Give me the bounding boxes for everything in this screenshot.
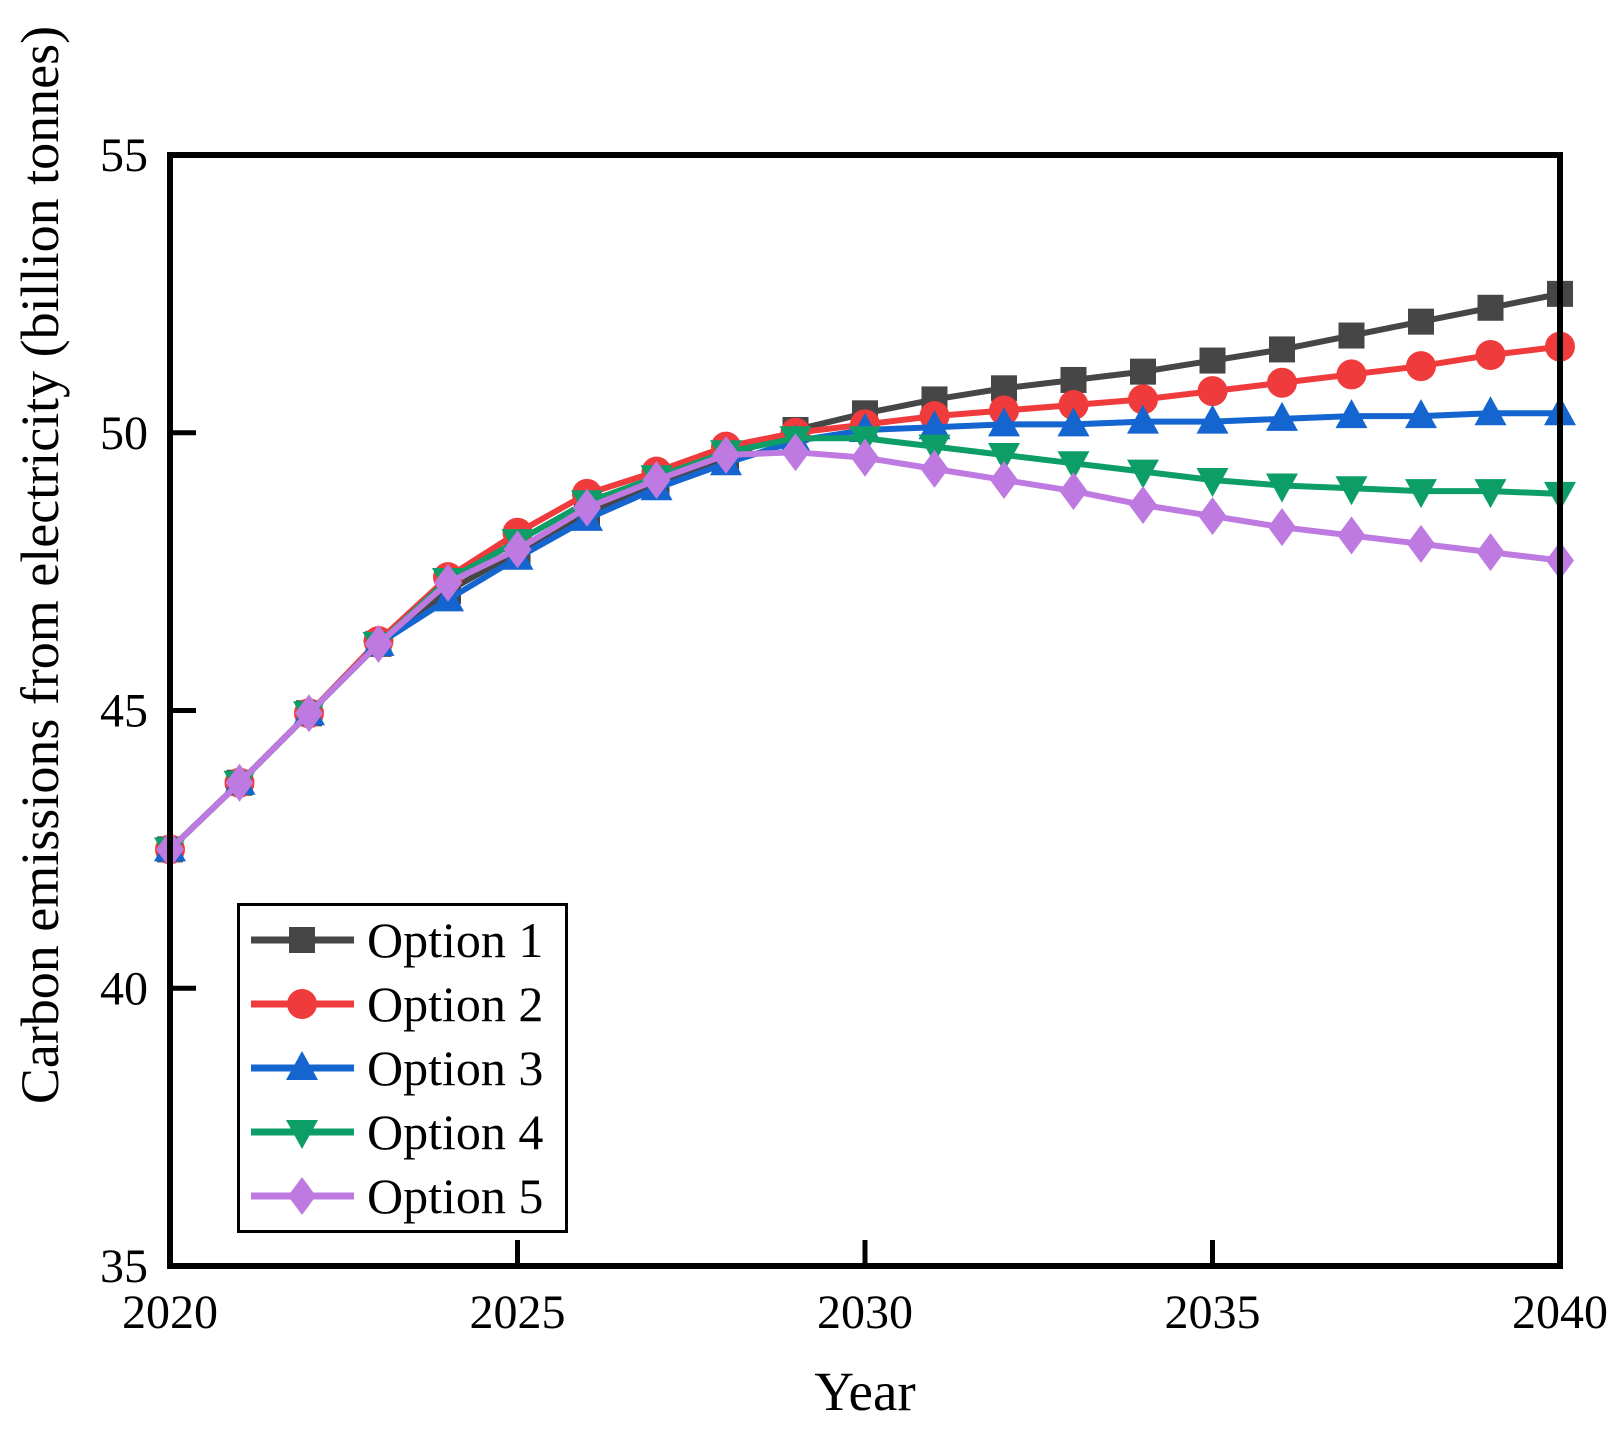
data-point-marker [712,435,740,474]
data-point-marker [1476,533,1505,572]
legend-triangle-up-marker-icon [251,1051,354,1080]
series-option-2 [155,331,1575,865]
data-point-marker [1477,294,1504,321]
y-axis-title: Carbon emissions from electricity (billi… [10,25,70,1105]
data-point-marker [434,563,462,602]
y-tick-label: 55 [100,129,148,182]
data-point-marker [1057,407,1090,437]
data-point-marker [918,410,951,440]
data-point-marker [1266,473,1298,503]
legend: Option 1 Option 2 Option 3 Option 4 Option 5 [237,903,568,1233]
data-point-marker [1405,479,1437,509]
y-tick-label: 40 [100,962,148,1015]
data-point-marker [1057,451,1090,481]
data-point-marker [1060,366,1087,393]
series-option-5 [156,433,1574,869]
legend-label: Option 5 [367,1168,544,1224]
data-point-marker [1335,399,1368,429]
legend-item: Option 3 [240,1038,565,1098]
data-point-marker [289,927,315,953]
data-point-marker [1129,485,1157,524]
data-point-marker [1128,384,1158,415]
data-point-marker [1406,351,1436,382]
data-point-marker [1059,472,1088,511]
data-point-marker [1266,401,1298,431]
data-point-marker [1130,358,1156,385]
data-point-marker [295,694,323,733]
legend-triangle-down-marker-icon [251,1120,354,1149]
data-point-marker [988,407,1020,437]
x-tick-label: 2025 [470,1286,566,1339]
data-point-marker [1196,404,1229,434]
data-point-marker [990,460,1018,499]
data-point-marker [286,1120,318,1149]
data-point-marker [1407,524,1435,563]
data-point-marker [1338,322,1365,349]
data-point-marker [1058,389,1089,420]
data-point-marker [1408,308,1434,335]
legend-item: Option 2 [240,974,565,1034]
data-point-marker [1127,404,1159,434]
legend-diamond-marker-icon [251,1177,354,1215]
legend-item: Option 5 [240,1166,565,1226]
legend-label: Option 4 [367,1104,544,1160]
data-point-marker [1196,467,1229,497]
data-point-marker [1474,396,1507,426]
data-point-marker [286,1051,318,1080]
legend-label: Option 2 [367,976,544,1032]
y-tick-label: 45 [100,685,148,738]
data-point-marker [503,530,532,569]
data-point-marker [1199,347,1226,374]
data-point-marker [920,449,949,488]
legend-square-marker-icon [251,927,354,953]
data-point-marker [225,763,254,802]
data-point-marker [1474,479,1507,509]
legend-item: Option 1 [240,910,565,970]
data-point-marker [1405,399,1437,429]
legend-circle-marker-icon [251,989,354,1019]
data-point-marker [288,1177,316,1215]
data-point-marker [988,442,1020,472]
x-tick-label: 2035 [1165,1286,1261,1339]
data-point-marker [1475,339,1506,370]
data-point-marker [1337,516,1366,555]
data-point-marker [1198,497,1227,536]
data-point-marker [1268,508,1296,547]
x-axis-title: Year [814,1361,916,1422]
data-point-marker [851,438,879,477]
data-point-marker [1267,367,1297,398]
data-point-marker [1197,376,1228,407]
data-point-marker [287,989,317,1019]
legend-item: Option 4 [240,1102,565,1162]
data-point-marker [1336,359,1367,390]
data-point-marker [781,433,810,472]
legend-label: Option 1 [367,912,544,968]
y-tick-label: 50 [100,407,148,460]
data-point-marker [918,434,951,464]
data-point-marker [1335,476,1368,506]
x-tick-label: 2030 [817,1286,913,1339]
x-tick-label: 2040 [1512,1286,1608,1339]
x-tick-label: 2020 [122,1286,218,1339]
legend-label: Option 3 [367,1040,544,1096]
y-tick-label: 35 [100,1240,148,1293]
data-point-marker [573,488,601,527]
data-point-marker [364,624,393,663]
data-point-marker [1127,459,1159,489]
data-point-marker [1269,336,1295,363]
data-point-marker [642,460,671,499]
